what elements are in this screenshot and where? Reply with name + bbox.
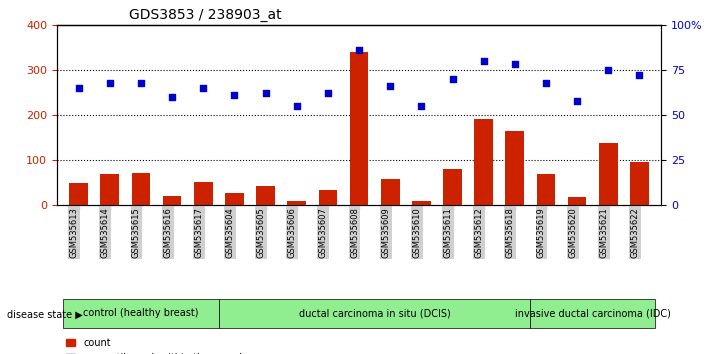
FancyBboxPatch shape xyxy=(530,299,655,328)
Bar xyxy=(506,131,524,205)
Point xyxy=(509,62,520,67)
Text: GSM535618: GSM535618 xyxy=(506,207,515,258)
Text: GSM535608: GSM535608 xyxy=(350,207,359,258)
Text: GSM535617: GSM535617 xyxy=(194,207,203,258)
Bar xyxy=(319,189,337,205)
Text: GSM535611: GSM535611 xyxy=(444,207,452,258)
Text: GSM535621: GSM535621 xyxy=(599,207,609,258)
Text: invasive ductal carcinoma (IDC): invasive ductal carcinoma (IDC) xyxy=(515,308,670,318)
Bar xyxy=(381,179,400,205)
Point xyxy=(603,67,614,73)
Point xyxy=(135,80,146,85)
Point xyxy=(385,83,396,89)
Bar xyxy=(287,201,306,205)
Bar xyxy=(537,174,555,205)
Bar xyxy=(225,193,244,205)
Text: GDS3853 / 238903_at: GDS3853 / 238903_at xyxy=(129,8,282,22)
Point xyxy=(416,103,427,109)
Text: GSM535610: GSM535610 xyxy=(412,207,422,258)
Text: GSM535622: GSM535622 xyxy=(631,207,639,258)
Text: GSM535613: GSM535613 xyxy=(70,207,79,258)
Point xyxy=(447,76,458,82)
Bar xyxy=(163,196,181,205)
Text: disease state ▶: disease state ▶ xyxy=(7,310,83,320)
Text: GSM535614: GSM535614 xyxy=(101,207,109,258)
Text: GSM535612: GSM535612 xyxy=(475,207,483,258)
Text: GSM535616: GSM535616 xyxy=(163,207,172,258)
FancyBboxPatch shape xyxy=(63,299,219,328)
Point xyxy=(166,94,178,100)
Point xyxy=(572,98,583,103)
Text: GSM535620: GSM535620 xyxy=(568,207,577,258)
Point xyxy=(260,91,272,96)
Point xyxy=(353,47,365,53)
Text: GSM535606: GSM535606 xyxy=(288,207,296,258)
Legend: count, percentile rank within the sample: count, percentile rank within the sample xyxy=(62,334,252,354)
Text: GSM535609: GSM535609 xyxy=(381,207,390,258)
Point xyxy=(322,91,333,96)
Bar xyxy=(194,182,213,205)
Bar xyxy=(132,173,150,205)
FancyBboxPatch shape xyxy=(219,299,530,328)
Bar xyxy=(474,119,493,205)
Point xyxy=(478,58,489,64)
Bar xyxy=(350,52,368,205)
Point xyxy=(291,103,302,109)
Point xyxy=(198,85,209,91)
Text: GSM535604: GSM535604 xyxy=(225,207,235,258)
Text: GSM535619: GSM535619 xyxy=(537,207,546,258)
Bar xyxy=(412,201,431,205)
Point xyxy=(540,80,552,85)
Text: GSM535615: GSM535615 xyxy=(132,207,141,258)
Point xyxy=(73,85,85,91)
Point xyxy=(634,73,645,78)
Point xyxy=(104,80,115,85)
Bar xyxy=(568,197,587,205)
Point xyxy=(229,92,240,98)
Bar xyxy=(100,174,119,205)
Bar xyxy=(599,143,618,205)
Text: GSM535605: GSM535605 xyxy=(257,207,266,258)
Text: GSM535607: GSM535607 xyxy=(319,207,328,258)
Bar xyxy=(443,169,462,205)
Text: ductal carcinoma in situ (DCIS): ductal carcinoma in situ (DCIS) xyxy=(299,308,451,318)
Bar xyxy=(70,183,88,205)
Bar xyxy=(630,162,648,205)
Bar xyxy=(256,186,275,205)
Text: control (healthy breast): control (healthy breast) xyxy=(83,308,199,318)
